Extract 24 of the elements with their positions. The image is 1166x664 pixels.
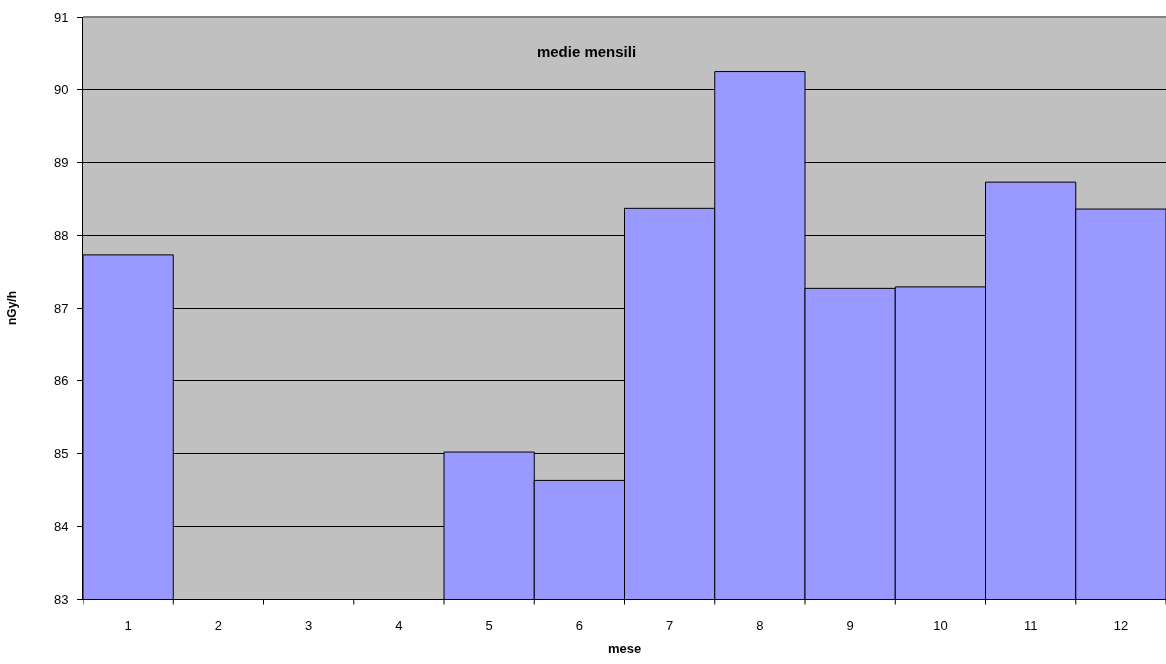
x-tick-label: 4 (395, 617, 403, 633)
y-tick-label: 89 (53, 155, 69, 171)
x-axis-title: mese (607, 641, 642, 657)
y-tick-label: 91 (53, 9, 69, 25)
y-tick-label: 88 (53, 227, 69, 243)
x-tick-label: 11 (1023, 617, 1038, 633)
x-tick-label: 9 (846, 617, 854, 633)
x-tick-label: 1 (124, 617, 132, 633)
y-tick-label: 86 (53, 373, 69, 389)
x-tick-label: 5 (485, 617, 493, 633)
y-tick-label: 84 (53, 518, 69, 534)
x-tick-label: 8 (756, 617, 764, 633)
y-tick-label: 90 (53, 82, 69, 98)
text: medie mensili (536, 43, 637, 61)
x-tick-label: 6 (575, 617, 583, 633)
x-tick-label: 7 (666, 617, 674, 633)
y-axis-title: nGy/h (5, 290, 20, 326)
x-tick-label: 12 (1113, 617, 1129, 633)
y-tick-label: 83 (53, 591, 69, 607)
x-tick-label: 10 (933, 617, 948, 633)
y-tick-label: 85 (53, 446, 69, 462)
x-tick-label: 2 (214, 617, 222, 633)
y-tick-label: 87 (53, 300, 69, 316)
x-tick-label: 3 (305, 617, 313, 633)
